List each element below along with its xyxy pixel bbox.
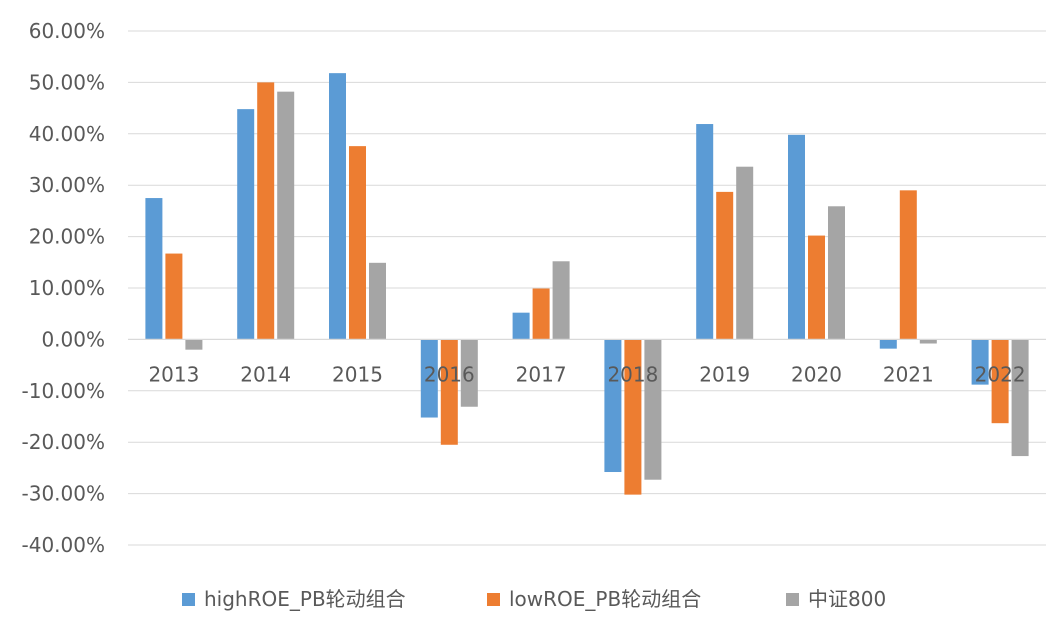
bar-2020-series-2 xyxy=(808,235,825,340)
x-tick-label: 2021 xyxy=(883,362,934,386)
bar-2020-series-1 xyxy=(788,134,805,340)
bar-2021-series-1 xyxy=(879,339,897,349)
bar-2018-series-2 xyxy=(624,339,642,495)
bar-2018-series-3 xyxy=(644,339,662,480)
bar-2021-series-2 xyxy=(899,190,917,340)
y-tick-label: -40.00% xyxy=(22,533,105,557)
y-tick-label: 0.00% xyxy=(41,327,105,351)
legend-swatch xyxy=(182,593,195,606)
y-tick-label: -30.00% xyxy=(22,482,105,506)
bar-2017-series-1 xyxy=(512,312,530,340)
bar-2016-series-2 xyxy=(440,339,458,445)
y-tick-label: 30.00% xyxy=(29,173,105,197)
x-tick-label: 2020 xyxy=(791,362,842,386)
x-tick-label: 2018 xyxy=(607,362,658,386)
x-tick-label: 2019 xyxy=(699,362,750,386)
bar-2017-series-2 xyxy=(532,288,550,340)
x-tick-label: 2013 xyxy=(148,362,199,386)
x-tick-label: 2015 xyxy=(332,362,383,386)
bar-2013-series-3 xyxy=(185,339,203,350)
y-axis-tick-labels: 60.00% 50.00% 40.00% 30.00% 20.00% 10.00% 0.00… xyxy=(22,19,105,557)
y-tick-label: 50.00% xyxy=(29,70,105,94)
bar-2022-series-3 xyxy=(1011,339,1029,457)
bar-2019-series-3 xyxy=(736,166,754,340)
legend-label: highROE_PB轮动组合 xyxy=(204,587,406,611)
bar-2017-series-3 xyxy=(552,261,570,340)
bar-2020-series-3 xyxy=(828,206,845,340)
bars xyxy=(145,73,1029,495)
y-tick-label: -10.00% xyxy=(22,379,105,403)
legend-label: lowROE_PB轮动组合 xyxy=(509,587,701,611)
bar-2015-series-1 xyxy=(329,73,346,340)
legend-swatch xyxy=(487,593,500,606)
y-tick-label: 60.00% xyxy=(29,19,105,43)
x-tick-label: 2022 xyxy=(975,362,1026,386)
bar-2015-series-2 xyxy=(349,146,366,340)
bar-2022-series-2 xyxy=(991,339,1009,424)
y-tick-label: 20.00% xyxy=(29,225,105,249)
bar-2014-series-1 xyxy=(237,109,255,340)
bar-2015-series-3 xyxy=(369,262,386,340)
x-axis-category-labels: 2013 2014 2015 2016 2017 2018 2019 2020 2021 2022 xyxy=(148,362,1025,386)
legend-swatch xyxy=(786,593,799,606)
bar-2014-series-2 xyxy=(257,82,275,340)
bar-2019-series-2 xyxy=(716,191,734,340)
y-tick-label: 40.00% xyxy=(29,122,105,146)
y-tick-label: -20.00% xyxy=(22,430,105,454)
bar-2013-series-1 xyxy=(145,198,163,340)
x-tick-label: 2016 xyxy=(424,362,475,386)
bar-2016-series-1 xyxy=(420,339,438,418)
bar-2014-series-3 xyxy=(277,91,295,340)
bar-2013-series-2 xyxy=(165,253,183,340)
x-tick-label: 2017 xyxy=(516,362,567,386)
y-tick-label: 10.00% xyxy=(29,276,105,300)
bar-2022-series-1 xyxy=(971,339,989,385)
legend-label: 中证800 xyxy=(808,587,886,611)
bar-2019-series-1 xyxy=(696,124,714,340)
bar-2016-series-3 xyxy=(460,339,478,407)
bar-2018-series-1 xyxy=(604,339,622,473)
x-tick-label: 2014 xyxy=(240,362,291,386)
legend: highROE_PB轮动组合 lowROE_PB轮动组合 中证800 xyxy=(182,587,886,611)
bar-2021-series-3 xyxy=(919,339,937,344)
